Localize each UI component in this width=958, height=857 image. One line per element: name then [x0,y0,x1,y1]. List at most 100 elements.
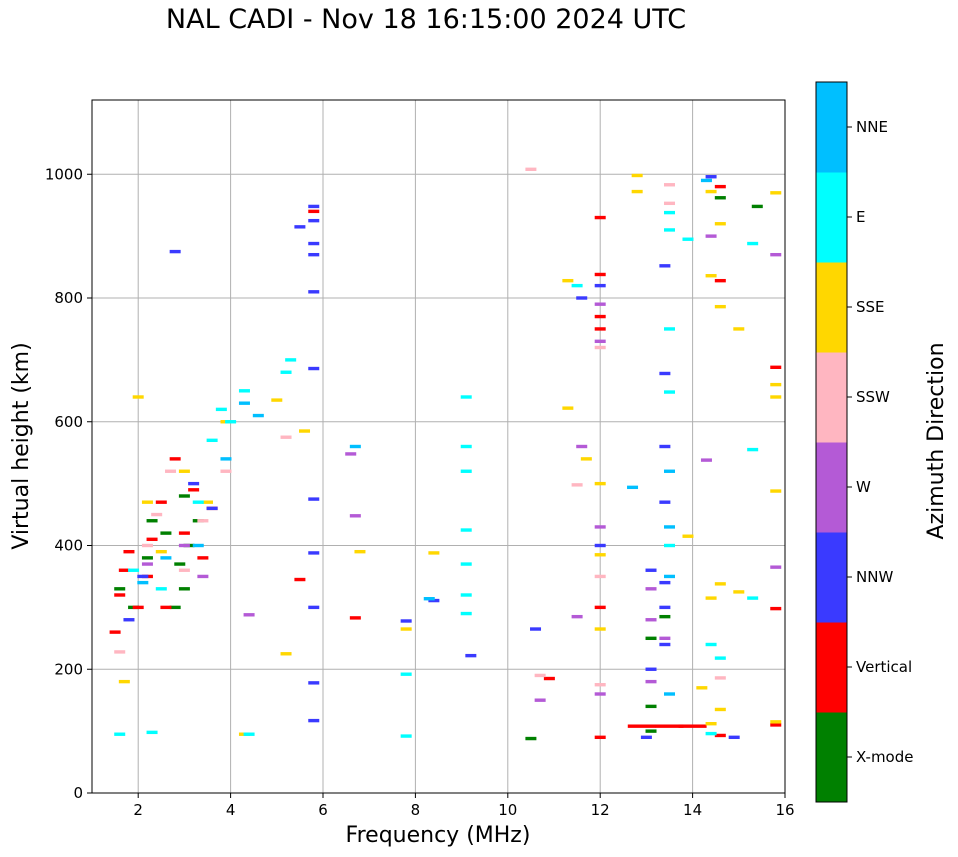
echo-point-vertical [627,724,656,728]
echo-point-nne [238,401,250,405]
echo-point-w [594,692,606,696]
echo-point-vertical [594,314,606,319]
echo-point-sse [400,627,412,631]
echo-point-ssw [664,183,675,187]
echo-point-nnw [123,618,135,622]
echo-point-vertical [294,577,306,582]
echo-point-ssw [165,469,177,473]
echo-point-nnw [400,619,412,623]
echo-point-w [645,679,657,684]
echo-point-w [770,565,782,569]
y-tick-label: 200 [54,660,83,678]
echo-point-sse [770,489,782,493]
echo-point-nnw [659,371,671,376]
echo-point-e [225,420,237,424]
echo-point-sse [299,429,311,433]
echo-point-nnw [188,481,200,486]
echo-point-e [460,593,472,597]
echo-point-ssw [525,167,537,171]
x-tick-label: 8 [411,801,421,819]
echo-point-sse [705,722,717,726]
echo-point-sse [562,278,574,283]
echo-point-vertical [594,272,606,277]
echo-point-e [146,730,158,735]
echo-point-sse [428,551,440,555]
y-ticks: 0 200 400 600 800 1000 [45,165,92,802]
echo-point-vertical [123,549,135,554]
colorbar-tick-label: W [856,478,871,496]
echo-point-e [238,389,250,393]
echo-point-vertical [132,605,144,610]
echo-point-ssw [594,574,606,579]
echo-point-nnw [594,283,606,288]
x-tick-label: 10 [498,801,517,819]
echo-point-x-mode [169,605,181,610]
echo-point-sse [141,500,153,504]
echo-point-vertical [114,593,126,597]
colorbar-swatch [816,262,847,353]
echo-point-e [128,568,140,572]
echo-point-nnw [728,735,740,740]
echo-point-e [114,732,126,736]
y-tick-label: 0 [73,784,83,802]
echo-point-x-mode [751,204,763,209]
echo-point-sse [705,189,717,194]
echo-point-nnw [308,551,320,555]
echo-point-nnw [594,543,606,548]
echo-point-nnw [206,506,218,511]
echo-point-vertical [770,606,782,611]
echo-point-nnw [465,653,477,658]
echo-point-nnw [659,605,671,610]
echo-point-e [664,327,675,331]
echo-point-x-mode [525,736,537,741]
echo-point-nnw [308,252,320,257]
echo-point-nne [664,692,675,696]
echo-point-vertical [594,327,606,331]
echo-point-vertical [543,676,555,681]
echo-point-x-mode [178,494,190,498]
echo-point-ssw [220,469,232,473]
echo-point-e [243,732,255,736]
echo-point-nne [423,597,435,601]
echo-point-nne [664,525,675,529]
echo-point-sse [280,652,292,656]
echo-point-x-mode [146,519,158,523]
echo-point-nnw [530,627,542,631]
echo-point-e [705,731,717,736]
colorbar-swatch [816,712,847,803]
echo-point-sse [770,382,782,387]
colorbar-swatch [816,622,847,713]
colorbar-swatch [816,352,847,443]
echo-point-w [705,234,717,238]
echo-point-w [645,587,657,591]
echo-point-x-mode [160,531,172,535]
echo-point-sse [594,481,606,486]
echo-point-nne [220,457,232,461]
y-tick-label: 600 [54,413,83,431]
echo-point-sse [178,469,190,473]
echo-point-e [747,241,759,246]
echo-point-w [576,444,588,449]
echo-point-e [664,210,675,215]
echo-point-sse [594,627,606,631]
echo-point-e [664,390,675,394]
echo-point-vertical [714,278,726,283]
chart-title: NAL CADI - Nov 18 16:15:00 2024 UTC [165,4,687,35]
echo-point-sse [631,189,643,194]
echo-point-vertical [308,209,320,214]
echo-point-nne [137,580,149,585]
echo-point-ssw [664,201,675,206]
echo-point-e [714,656,726,660]
echo-point-nnw [705,175,717,179]
x-tick-label: 14 [683,801,702,819]
echo-point-ssw [571,483,583,487]
echo-point-vertical [197,556,209,560]
echo-point-e [664,543,675,548]
echo-point-sse [770,395,782,399]
echo-point-sse [733,590,745,594]
echo-point-x-mode [645,704,657,709]
echo-point-e [192,500,204,504]
echo-point-nne [252,413,264,418]
x-axis-label: Frequency (MHz) [346,823,531,848]
